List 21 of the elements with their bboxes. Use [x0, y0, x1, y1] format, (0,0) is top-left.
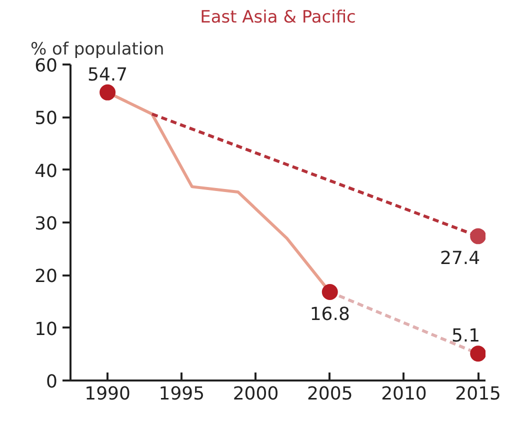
point [470, 346, 486, 362]
point [322, 284, 338, 300]
data-label: 27.4 [440, 248, 480, 270]
data-label: 16.8 [310, 304, 350, 326]
y-tick-label: 10 [34, 318, 58, 340]
point [100, 84, 116, 100]
x-tick-label: 1995 [158, 384, 205, 404]
x-tick-label: 2015 [455, 384, 501, 404]
data-label: 5.1 [451, 326, 480, 347]
y-tick-label: 20 [34, 266, 58, 288]
x-tick-label: 2005 [306, 384, 353, 404]
y-tick-label: 30 [34, 214, 58, 234]
y-tick-label: 40 [34, 160, 58, 182]
x-tick-label: 2010 [381, 384, 427, 404]
chart-title: East Asia & Pacific [200, 8, 356, 28]
x-tick-label: 1990 [84, 384, 130, 404]
y-tick-label: 50 [34, 108, 58, 130]
point [470, 228, 486, 244]
x-tick-label: 2000 [232, 384, 279, 404]
data-label: 54.7 [88, 64, 128, 86]
y-tick-label: 0 [46, 372, 58, 392]
